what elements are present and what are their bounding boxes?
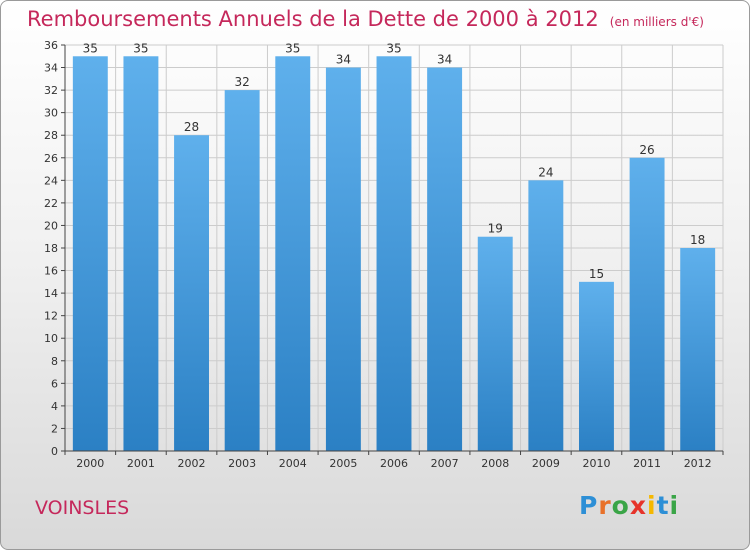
bar-2011 xyxy=(629,157,665,451)
bars: 35 35 28 32 35 34 35 34 19 24 15 26 18 xyxy=(72,41,716,452)
x-tick-label-2009: 2009 xyxy=(532,457,560,470)
y-tick-label: 26 xyxy=(44,152,58,165)
logo-letter: i xyxy=(647,491,657,520)
bar-2007 xyxy=(427,67,463,452)
y-tick-label: 32 xyxy=(44,84,58,97)
y-tick-label: 28 xyxy=(44,129,58,142)
bar-2009 xyxy=(528,180,564,452)
x-tick-label-2010: 2010 xyxy=(582,457,610,470)
value-label-2000: 35 xyxy=(83,41,98,55)
value-label-2003: 32 xyxy=(235,75,250,89)
bar-2001 xyxy=(123,56,159,452)
bar-2010 xyxy=(578,281,614,451)
y-tick-label: 20 xyxy=(44,219,58,232)
x-tick-label-2005: 2005 xyxy=(329,457,357,470)
x-tick-label-2003: 2003 xyxy=(228,457,256,470)
logo-letter: t xyxy=(656,491,670,520)
logo-letter: r xyxy=(598,491,612,520)
y-tick-label: 22 xyxy=(44,197,58,210)
x-tick-label-2011: 2011 xyxy=(633,457,661,470)
value-label-2002: 28 xyxy=(184,120,199,134)
value-label-2008: 19 xyxy=(488,222,503,236)
value-label-2007: 34 xyxy=(437,53,452,67)
bar-2005 xyxy=(325,67,361,452)
y-tick-label: 34 xyxy=(44,62,58,75)
logo-letter: o xyxy=(611,491,630,520)
value-label-2006: 35 xyxy=(386,41,401,55)
value-label-2010: 15 xyxy=(589,267,604,281)
logo-letter: x xyxy=(629,491,647,520)
x-tick-label-2004: 2004 xyxy=(279,457,307,470)
y-tick-label: 6 xyxy=(51,377,58,390)
bar-2004 xyxy=(275,56,311,452)
y-tick-label: 18 xyxy=(44,242,58,255)
bar-2000 xyxy=(72,56,108,452)
x-tick-label-2002: 2002 xyxy=(178,457,206,470)
bar-2003 xyxy=(224,90,260,451)
x-tick-label-2007: 2007 xyxy=(431,457,459,470)
y-tick-label: 2 xyxy=(51,422,58,435)
y-tick-label: 8 xyxy=(51,355,58,368)
x-tick-label-2012: 2012 xyxy=(684,457,712,470)
value-label-2009: 24 xyxy=(538,165,553,179)
value-label-2004: 35 xyxy=(285,41,300,55)
commune-name: VOINSLES xyxy=(35,497,130,519)
chart-title: Remboursements Annuels de la Dette de 20… xyxy=(27,7,599,31)
bar-2006 xyxy=(376,56,412,452)
x-tick-label-2006: 2006 xyxy=(380,457,408,470)
y-tick-label: 10 xyxy=(44,332,58,345)
y-tick-label: 4 xyxy=(51,400,58,413)
bar-2012 xyxy=(680,248,716,451)
y-tick-label: 0 xyxy=(51,445,58,458)
logo-letter: i xyxy=(669,491,680,520)
x-tick-label-2008: 2008 xyxy=(481,457,509,470)
chart-title-block: Remboursements Annuels de la Dette de 20… xyxy=(27,7,704,31)
chart-subtitle: (en milliers d'€) xyxy=(609,15,704,29)
value-label-2011: 26 xyxy=(639,143,654,157)
bar-2008 xyxy=(477,236,513,451)
y-tick-label: 24 xyxy=(44,174,58,187)
value-label-2001: 35 xyxy=(133,41,148,55)
x-tick-label-2001: 2001 xyxy=(127,457,155,470)
value-label-2012: 18 xyxy=(690,233,705,247)
y-tick-label: 36 xyxy=(44,39,58,52)
value-label-2005: 34 xyxy=(336,53,351,67)
logo-letter: P xyxy=(579,491,599,520)
y-tick-label: 12 xyxy=(44,310,58,323)
y-tick-label: 30 xyxy=(44,107,58,120)
proxiti-logo[interactable]: Proxiti xyxy=(579,491,679,520)
bar-2002 xyxy=(174,135,210,451)
y-tick-label: 14 xyxy=(44,287,58,300)
x-tick-label-2000: 2000 xyxy=(76,457,104,470)
y-tick-label: 16 xyxy=(44,265,58,278)
